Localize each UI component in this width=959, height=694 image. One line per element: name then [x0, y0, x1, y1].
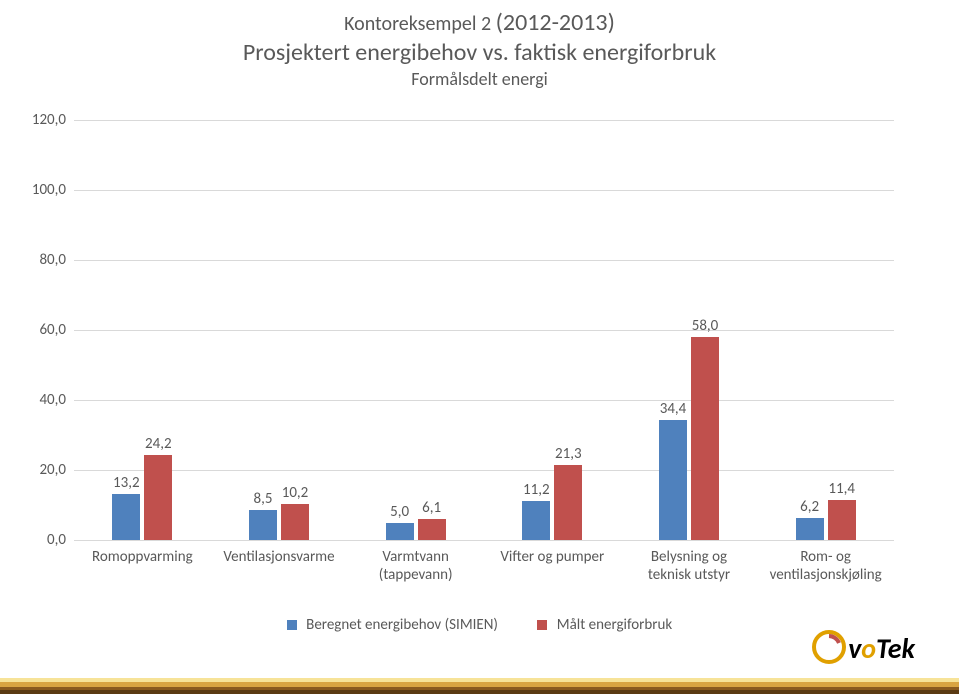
value-label: 58,0: [675, 317, 735, 335]
gridline: [74, 400, 894, 401]
logo-accent: o: [861, 631, 876, 666]
bar-red: [828, 500, 856, 540]
logo-text-after: Tek: [876, 631, 915, 666]
legend-swatch-red: [537, 620, 547, 630]
gridline: [74, 470, 894, 471]
title-line1a: Kontoreksempel 2: [344, 12, 491, 36]
gridline: [74, 120, 894, 121]
bar-blue: [796, 518, 824, 540]
bar-red: [418, 519, 446, 540]
y-axis-tick: 40,0: [16, 391, 66, 409]
bar-chart: 0,020,040,060,080,0100,0120,013,224,2Rom…: [74, 120, 894, 540]
y-axis-tick: 80,0: [16, 251, 66, 269]
y-axis-tick: 120,0: [16, 111, 66, 129]
gridline: [74, 330, 894, 331]
value-label: 21,3: [538, 445, 598, 463]
x-axis-label: Romoppvarming: [74, 548, 210, 566]
footer-stripes: [0, 678, 959, 694]
bar-red: [691, 337, 719, 540]
legend-label-red: Målt energiforbruk: [557, 616, 672, 634]
y-axis-tick: 20,0: [16, 461, 66, 479]
y-axis-tick: 0,0: [16, 531, 66, 549]
legend-label-blue: Beregnet energibehov (SIMIEN): [306, 616, 498, 634]
title-line3: Formålsdelt energi: [0, 68, 959, 91]
x-axis-label: Ventilasjonsvarme: [211, 548, 347, 566]
x-axis-label: Rom- ogventilasjonskjøling: [758, 548, 894, 584]
x-axis-label: Belysning ogteknisk utstyr: [621, 548, 757, 584]
bar-red: [144, 455, 172, 540]
bar-blue: [386, 523, 414, 541]
bar-blue: [112, 494, 140, 540]
gridline: [74, 540, 894, 541]
logo-text-before: v: [848, 631, 861, 666]
legend-item-blue: Beregnet energibehov (SIMIEN): [287, 616, 498, 634]
y-axis-tick: 60,0: [16, 321, 66, 339]
logo-icon: [812, 630, 846, 672]
value-label: 10,2: [265, 484, 325, 502]
bar-blue: [522, 501, 550, 540]
bar-red: [554, 465, 582, 540]
gridline: [74, 190, 894, 191]
x-axis-label: Varmtvann(tappevann): [348, 548, 484, 584]
legend-swatch-blue: [287, 620, 297, 630]
chart-title-block: Kontoreksempel 2 (2012-2013) Prosjektert…: [0, 0, 959, 91]
bar-red: [281, 504, 309, 540]
bar-blue: [249, 510, 277, 540]
value-label: 6,1: [402, 499, 462, 517]
gridline: [74, 260, 894, 261]
footer-stripe: [0, 690, 959, 694]
title-line1b: (2012-2013): [496, 8, 615, 37]
value-label: 24,2: [128, 435, 188, 453]
legend-item-red: Målt energiforbruk: [537, 616, 672, 634]
brand-logo: voTek: [812, 630, 915, 672]
x-axis-label: Vifter og pumper: [484, 548, 620, 566]
title-line2: Prosjektert energibehov vs. faktisk ener…: [0, 38, 959, 68]
value-label: 11,4: [812, 480, 872, 498]
y-axis-tick: 100,0: [16, 181, 66, 199]
bar-blue: [659, 420, 687, 540]
